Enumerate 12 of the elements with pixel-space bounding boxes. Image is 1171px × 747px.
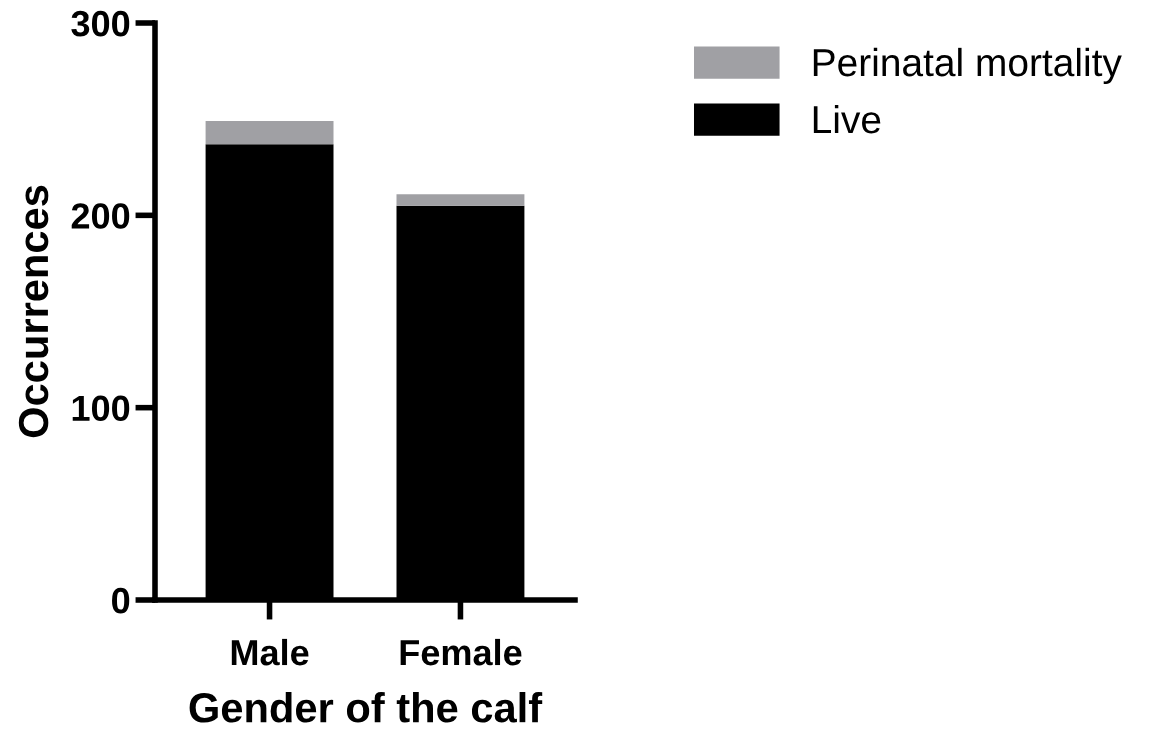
y-tick-label: 300 [71, 10, 130, 37]
bar [396, 194, 525, 206]
y-tick-label: 200 [71, 203, 130, 229]
x-axis-title: Gender of the calf [189, 692, 543, 723]
legend-label: Live [813, 104, 881, 134]
bar [205, 121, 334, 145]
y-tick-label: 100 [72, 395, 130, 422]
x-tick-label: Male [231, 638, 309, 666]
x-tick-label: Female [400, 638, 522, 666]
y-tick-label: 0 [112, 587, 130, 614]
y-axis-title: Occurrences [18, 185, 49, 438]
legend-label: Perinatal mortality [813, 47, 1122, 85]
